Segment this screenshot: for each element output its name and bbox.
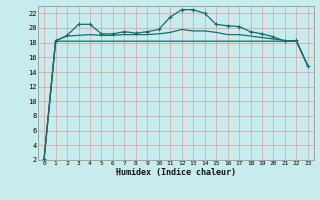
X-axis label: Humidex (Indice chaleur): Humidex (Indice chaleur) xyxy=(116,168,236,177)
